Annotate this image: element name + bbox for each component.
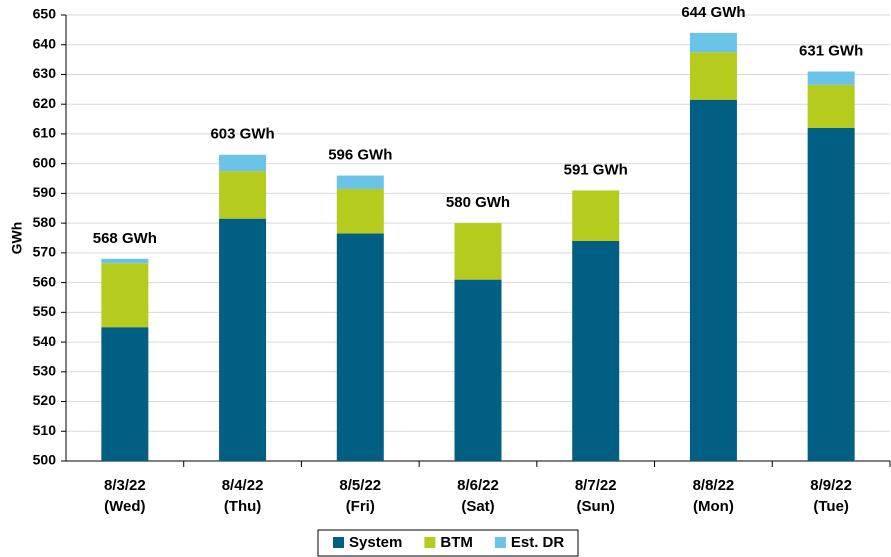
bar-segment [219,171,267,219]
bar-segment [454,223,502,280]
bar-segment [454,279,502,461]
bar-segment [101,327,149,461]
x-tick-label: 8/5/22 (Fri) [339,477,382,515]
y-tick-label: 570 [33,244,57,260]
legend-box [317,529,579,557]
x-tick-label: 8/8/22 (Mon) [692,477,735,515]
bar-segment [219,154,267,172]
legend-swatch [333,537,344,548]
y-tick-label: 620 [33,95,57,111]
y-tick-label: 520 [33,392,57,408]
bar-segment [572,190,620,241]
bar-segment [689,99,737,462]
y-tick-label: 600 [33,154,57,170]
total-label: 631 GWh [799,42,863,59]
legend-swatch [494,537,506,548]
bar-segment [219,218,267,461]
total-label: 596 GWh [328,147,392,164]
bar-segment [336,188,384,234]
bar-segment [807,127,855,461]
x-tick-label: 8/6/22 (Sat) [457,477,499,515]
y-axis-label: GWh [9,222,25,255]
x-tick-label: 8/4/22 (Thu) [221,477,264,515]
bar-segment [336,233,384,461]
y-tick-label: 500 [33,452,57,468]
bar-segment [101,263,149,328]
total-label: 591 GWh [564,161,628,178]
legend-label: BTM [440,534,473,551]
y-tick-label: 550 [33,303,57,319]
y-tick-label: 530 [33,363,57,379]
bar-segment [807,84,855,128]
y-tick-label: 540 [33,333,57,349]
y-tick-label: 630 [33,65,57,81]
y-tick-label: 590 [33,184,57,200]
total-label: 568 GWh [93,230,157,247]
bar-segment [572,240,620,461]
bar-segment [336,175,384,189]
bar-segment [689,52,737,100]
x-tick-label: 8/9/22 (Tue) [810,477,852,515]
bar-segment [689,32,737,53]
y-tick-label: 640 [33,35,57,51]
legend-label: Est. DR [511,534,565,551]
x-tick-label: 8/7/22 (Sun) [574,477,617,515]
y-tick-label: 510 [33,422,57,438]
y-tick-label: 560 [33,273,57,289]
legend-label: System [349,534,402,551]
total-label: 603 GWh [210,126,274,143]
legend-swatch [424,537,436,548]
total-label: 644 GWh [681,4,745,21]
y-tick-label: 580 [33,214,57,230]
y-tick-label: 610 [33,125,57,141]
bar-segment [807,71,855,85]
bar-segment [101,258,149,264]
x-tick-label: 8/3/22 (Wed) [103,477,146,515]
total-label: 580 GWh [446,194,510,211]
y-tick-label: 650 [33,6,57,22]
